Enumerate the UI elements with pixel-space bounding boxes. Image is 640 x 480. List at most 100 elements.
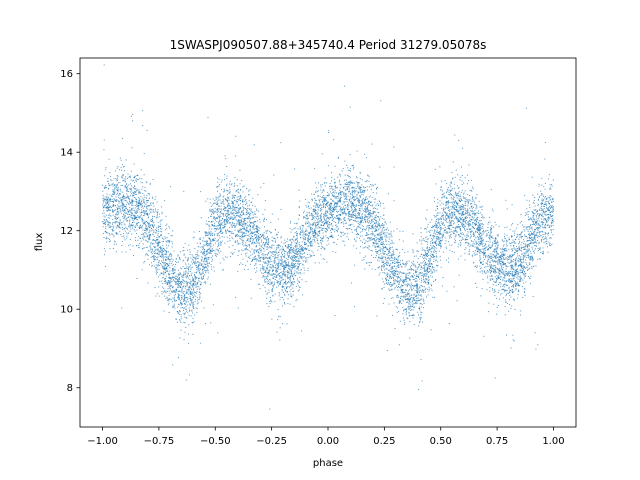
data-point — [168, 285, 170, 287]
data-point — [457, 204, 459, 206]
data-point — [480, 229, 482, 231]
data-point — [379, 234, 381, 236]
data-point — [420, 359, 422, 361]
data-point — [199, 262, 201, 264]
data-point — [472, 243, 474, 245]
data-point — [216, 212, 218, 214]
data-point — [222, 224, 224, 226]
data-point — [494, 242, 496, 244]
data-point — [496, 313, 498, 315]
data-point — [226, 190, 228, 192]
data-point — [514, 232, 516, 234]
data-point — [545, 199, 547, 201]
data-point — [276, 282, 278, 284]
data-point — [127, 213, 129, 215]
data-point — [354, 209, 356, 211]
data-point — [513, 277, 515, 279]
data-point — [494, 377, 496, 379]
data-point — [315, 226, 317, 228]
data-point — [237, 212, 239, 214]
data-point — [280, 259, 282, 261]
data-point — [107, 217, 109, 219]
data-point — [294, 244, 296, 246]
data-point — [182, 266, 184, 268]
data-point — [134, 207, 136, 209]
data-point — [249, 225, 251, 227]
data-point — [251, 260, 253, 262]
data-point — [225, 213, 227, 215]
data-point — [535, 211, 537, 213]
data-point — [426, 271, 428, 273]
data-point — [305, 233, 307, 235]
data-point — [326, 217, 328, 219]
data-point — [237, 230, 239, 232]
data-point — [416, 295, 418, 297]
data-point — [311, 213, 313, 215]
data-point — [228, 213, 230, 215]
data-point — [290, 267, 292, 269]
data-point — [361, 179, 363, 181]
data-point — [143, 215, 145, 217]
data-point — [317, 211, 319, 213]
data-point — [381, 257, 383, 259]
data-point — [456, 197, 458, 199]
data-point — [396, 273, 398, 275]
data-point — [274, 281, 275, 283]
data-point — [127, 210, 129, 212]
data-point — [332, 220, 334, 222]
data-point — [112, 211, 114, 213]
data-point — [517, 278, 519, 280]
data-point — [460, 222, 462, 224]
data-point — [236, 211, 238, 213]
data-point — [385, 235, 387, 237]
data-point — [238, 198, 240, 200]
data-point — [536, 232, 538, 234]
data-point — [439, 204, 441, 206]
data-point — [188, 263, 190, 265]
data-point — [512, 284, 514, 286]
data-point — [391, 243, 393, 245]
data-point — [246, 209, 248, 210]
data-point — [276, 244, 278, 246]
data-point — [448, 322, 450, 324]
data-point — [389, 282, 391, 284]
data-point — [509, 228, 511, 230]
data-point — [190, 293, 192, 295]
data-point — [148, 213, 150, 215]
data-point — [438, 239, 440, 241]
data-point — [205, 258, 207, 260]
data-point — [257, 283, 259, 285]
data-point — [136, 189, 138, 191]
data-point — [320, 214, 322, 216]
data-point — [479, 236, 481, 238]
data-point — [434, 271, 436, 273]
data-point — [536, 209, 538, 211]
data-point — [307, 226, 309, 228]
data-point — [114, 192, 116, 194]
data-point — [336, 204, 338, 206]
data-point — [260, 245, 262, 247]
data-point — [170, 255, 172, 257]
data-point — [494, 249, 496, 251]
data-point — [264, 281, 266, 283]
data-point — [323, 182, 325, 184]
data-point — [288, 249, 290, 251]
data-point — [472, 223, 474, 225]
data-point — [289, 280, 291, 282]
data-point — [216, 228, 218, 230]
data-point — [196, 283, 198, 285]
data-point — [471, 205, 473, 207]
data-point — [146, 210, 148, 212]
data-point — [311, 250, 313, 252]
data-point — [240, 203, 242, 205]
data-point — [437, 202, 439, 204]
data-point — [436, 214, 438, 216]
data-point — [179, 283, 181, 285]
data-point — [372, 242, 374, 244]
data-point — [393, 272, 395, 274]
data-point — [223, 226, 225, 228]
data-point — [234, 208, 236, 210]
data-point — [212, 249, 214, 251]
data-point — [122, 213, 124, 215]
data-point — [340, 197, 342, 199]
